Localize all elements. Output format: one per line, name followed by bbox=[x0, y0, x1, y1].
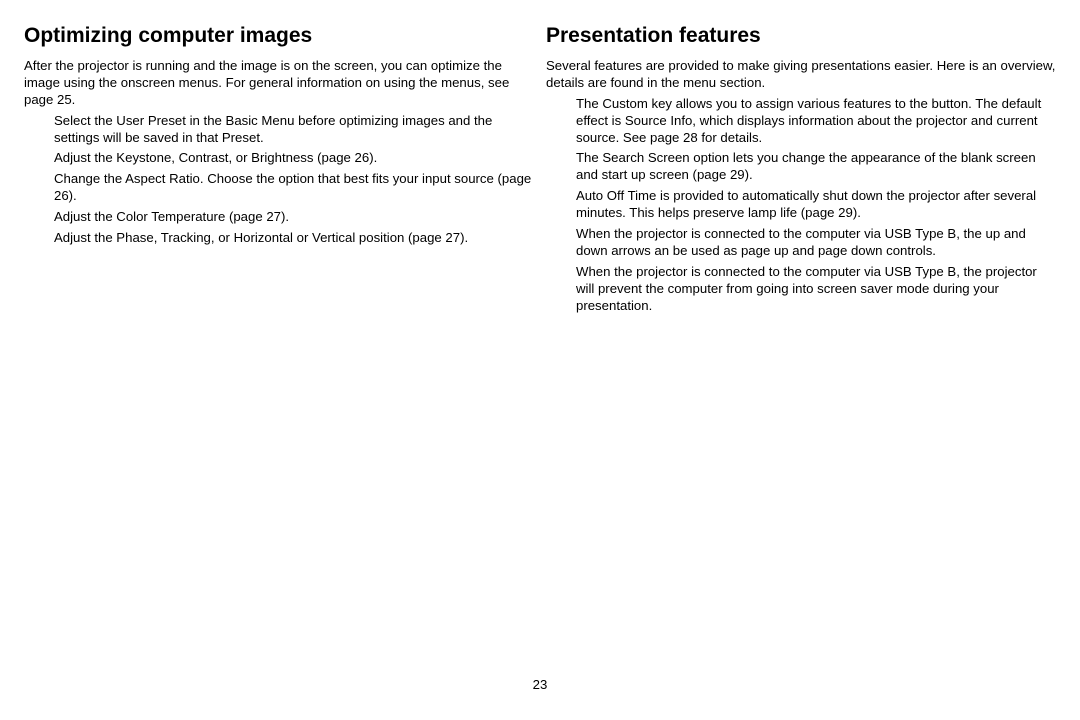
list-item: Auto Off Time is provided to automatical… bbox=[576, 188, 1056, 222]
columns: Optimizing computer images After the pro… bbox=[24, 24, 1056, 318]
list-item: Change the Aspect Ratio. Choose the opti… bbox=[54, 171, 534, 205]
list-item: The Search Screen option lets you change… bbox=[576, 150, 1056, 184]
right-column: Presentation features Several features a… bbox=[540, 24, 1056, 318]
list-item: Adjust the Color Temperature (page 27). bbox=[54, 209, 534, 226]
right-bullets: The Custom key allows you to assign vari… bbox=[546, 96, 1056, 315]
list-item: When the projector is connected to the c… bbox=[576, 226, 1056, 260]
left-intro: After the projector is running and the i… bbox=[24, 58, 534, 109]
right-heading: Presentation features bbox=[546, 24, 1056, 48]
page-number: 23 bbox=[0, 677, 1080, 692]
right-intro: Several features are provided to make gi… bbox=[546, 58, 1056, 92]
list-item: When the projector is connected to the c… bbox=[576, 264, 1056, 315]
list-item: Select the User Preset in the Basic Menu… bbox=[54, 113, 534, 147]
left-bullets: Select the User Preset in the Basic Menu… bbox=[24, 113, 534, 247]
list-item: The Custom key allows you to assign vari… bbox=[576, 96, 1056, 147]
left-heading: Optimizing computer images bbox=[24, 24, 534, 48]
left-column: Optimizing computer images After the pro… bbox=[24, 24, 540, 318]
list-item: Adjust the Keystone, Contrast, or Bright… bbox=[54, 150, 534, 167]
document-page: Optimizing computer images After the pro… bbox=[0, 0, 1080, 720]
list-item: Adjust the Phase, Tracking, or Horizonta… bbox=[54, 230, 534, 247]
